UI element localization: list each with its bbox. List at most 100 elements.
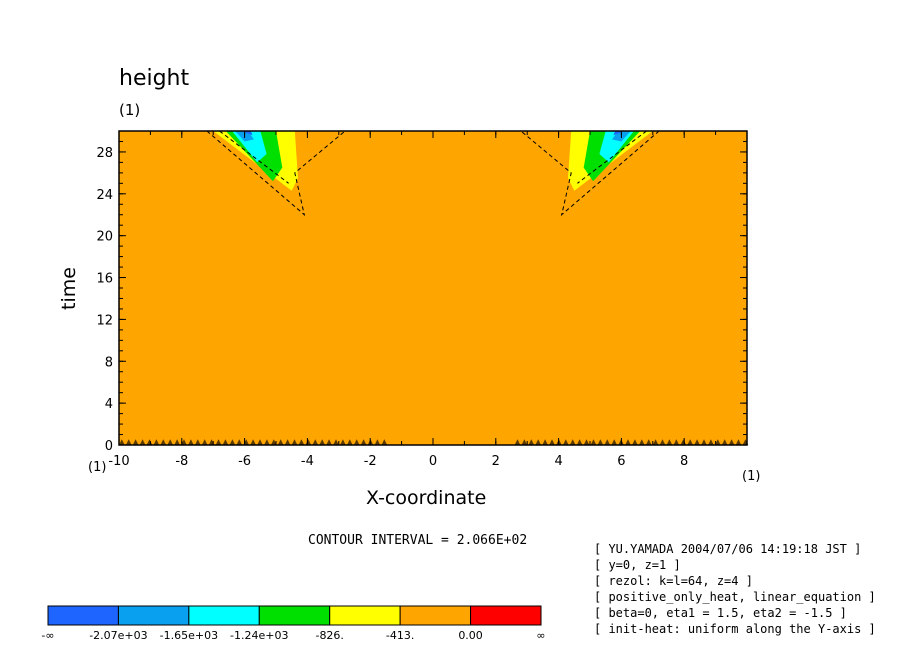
boundary-spike: [181, 439, 187, 445]
x-tick-label: 0: [429, 454, 437, 469]
boundary-spike: [360, 439, 367, 445]
colorbar-label: -413.: [386, 629, 414, 642]
colorbar-label: 0.00: [458, 629, 483, 642]
colorbar-label: -1.65e+03: [160, 629, 218, 642]
colorbar-box: [329, 605, 401, 626]
boundary-spike: [160, 439, 167, 445]
boundary-spike: [353, 439, 360, 445]
boundary-spike: [604, 439, 611, 445]
boundary-spike: [284, 439, 291, 445]
contour-interval: CONTOUR INTERVAL = 2.066E+02: [308, 533, 528, 548]
boundary-spike: [652, 439, 659, 445]
boundary-spike: [721, 439, 728, 445]
title-unit: (1): [119, 101, 141, 119]
boundary-spike: [201, 439, 208, 445]
boundary-spike: [728, 439, 735, 445]
boundary-spike: [271, 439, 277, 445]
y-tick-label: 0: [105, 439, 113, 454]
boundary-spike: [583, 439, 590, 445]
x-axis-label: X-coordinate: [366, 487, 487, 509]
boundary-spike: [250, 439, 256, 445]
boundary-spike: [340, 439, 346, 445]
boundary-spike: [132, 439, 139, 445]
boundary-spike: [125, 439, 132, 445]
boundary-spike: [167, 439, 173, 445]
boundary-spike: [333, 439, 339, 445]
colorbar-label: -2.07e+03: [89, 629, 147, 642]
boundary-spike: [319, 439, 325, 445]
boundary-spike: [563, 439, 569, 445]
boundary-spike: [264, 439, 270, 445]
boundary-spike: [277, 439, 284, 445]
anomaly-blue: [241, 131, 253, 136]
colorbar-box: [470, 605, 542, 626]
boundary-spike: [139, 439, 146, 445]
boundary-spike: [645, 439, 652, 445]
y-tick-label: 8: [105, 355, 113, 370]
boundary-spike: [153, 439, 160, 445]
contour-line: [520, 130, 660, 217]
boundary-spike: [298, 439, 305, 445]
x-tick-label: 8: [680, 454, 688, 469]
boundary-spike: [229, 439, 236, 445]
boundary-spike: [708, 439, 714, 445]
x-tick-label: 6: [617, 454, 625, 469]
boundary-spike: [687, 439, 693, 445]
colorbar-box: [188, 605, 260, 626]
x-tick-label: -6: [238, 454, 251, 469]
info-line: [ init-heat: uniform along the Y-axis ]: [594, 622, 876, 636]
boundary-spike: [528, 439, 535, 445]
x-tick-label: -10: [108, 454, 129, 469]
y-tick-label: 16: [96, 272, 113, 287]
boundary-spike: [236, 439, 243, 445]
boundary-spike: [347, 439, 353, 445]
boundary-spike: [576, 439, 583, 445]
x-tick-label: 4: [554, 454, 562, 469]
colorbar-box: [117, 605, 190, 626]
boundary-spike: [597, 439, 604, 445]
contour-line: [206, 130, 346, 217]
boundary-spike: [673, 439, 680, 445]
colorbar-box: [47, 605, 119, 626]
boundary-spike: [666, 439, 673, 445]
y-tick-label: 12: [96, 313, 113, 328]
info-line: [ YU.YAMADA 2004/07/06 14:19:18 JST ]: [594, 542, 862, 556]
colorbar-box: [399, 605, 472, 626]
anomaly-cyan: [232, 131, 267, 163]
boundary-spike: [735, 439, 742, 445]
boundary-spike: [514, 439, 521, 445]
contour-line: [219, 130, 289, 184]
info-line: [ rezol: k=l=64, z=4 ]: [594, 574, 753, 588]
boundary-spike: [625, 439, 631, 445]
y-tick-label: 20: [96, 230, 113, 245]
x-tick-label: -4: [301, 454, 314, 469]
boundary-spike: [374, 439, 381, 445]
boundary-spike: [715, 439, 721, 445]
x-unit-left: (1): [88, 460, 107, 475]
boundary-spike: [694, 439, 700, 445]
info-line: [ beta=0, eta1 = 1.5, eta2 = -1.5 ]: [594, 606, 847, 620]
colorbar-label: -826.: [315, 629, 343, 642]
boundary-spike: [326, 439, 332, 445]
boundary-spike: [174, 439, 180, 445]
boundary-spike: [188, 439, 194, 445]
colorbar-label: -1.24e+03: [230, 629, 288, 642]
anomaly-blue: [613, 131, 625, 136]
boundary-spike: [542, 439, 548, 445]
boundary-spike: [569, 439, 576, 445]
colorbar-label: -∞: [41, 629, 54, 642]
boundary-spike: [659, 439, 666, 445]
contour-line: [577, 130, 647, 184]
boundary-spike: [521, 439, 528, 445]
boundary-spike: [535, 439, 541, 445]
plot-area: [119, 131, 747, 445]
colorbar: -∞ -2.07e+03 -1.65e+03 -1.24e+03 -826. -413. 0…: [41, 605, 546, 642]
boundary-spike: [215, 439, 222, 445]
x-unit-right: (1): [742, 469, 761, 484]
plot-fill: [119, 131, 747, 445]
colorbar-box: [258, 605, 331, 626]
boundary-spike: [611, 439, 617, 445]
y-tick-label: 28: [96, 146, 113, 161]
x-tick-label: 2: [492, 454, 500, 469]
anomaly-cyan: [599, 131, 634, 163]
